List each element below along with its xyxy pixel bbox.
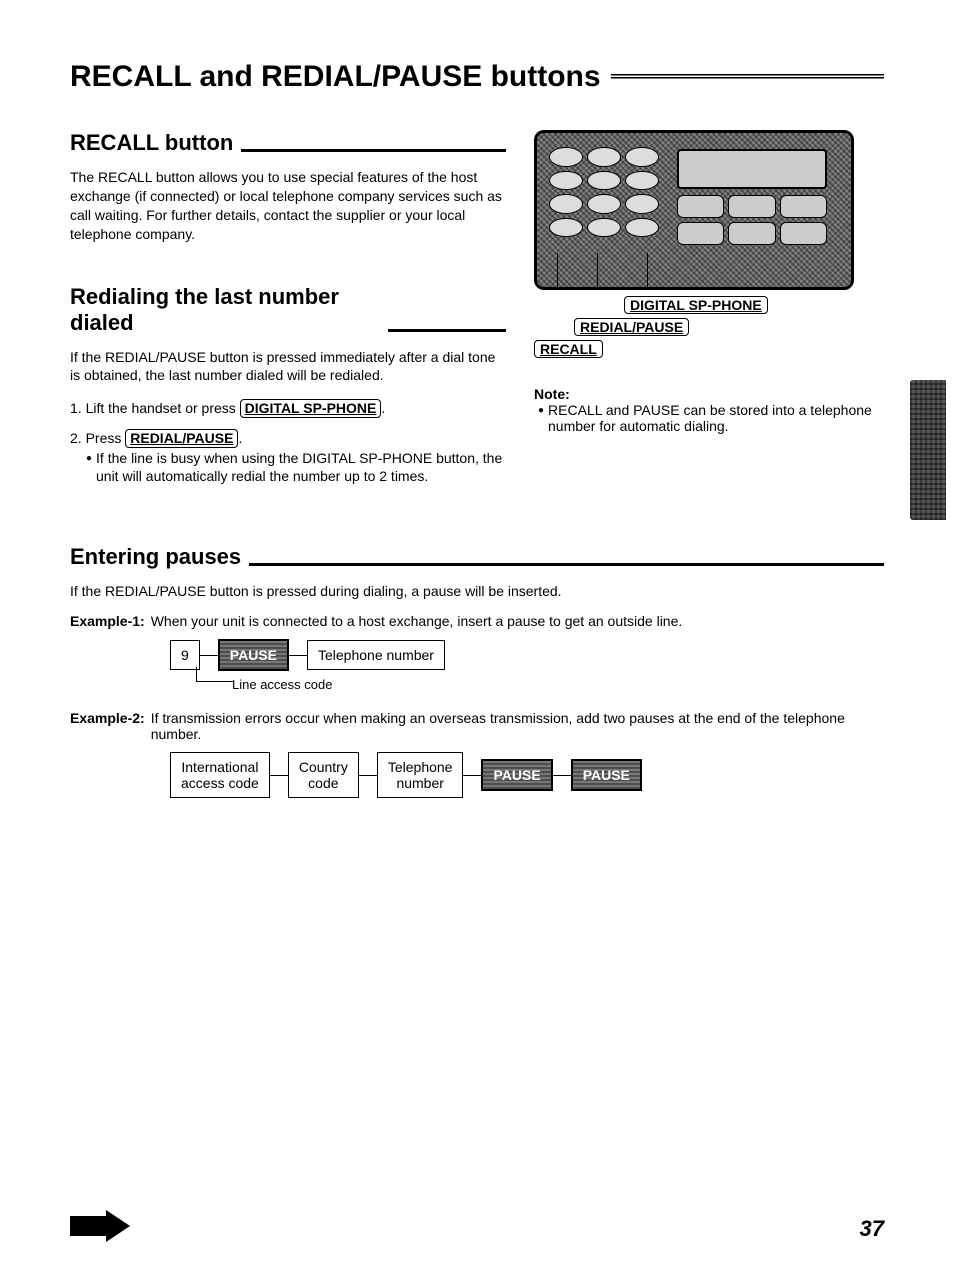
pauses-heading: Entering pauses (70, 544, 884, 570)
pauses-heading-text: Entering pauses (70, 544, 241, 570)
ex2-pause-box-1: PAUSE (481, 759, 552, 791)
example1-text: When your unit is connected to a host ex… (151, 613, 884, 629)
example2-text: If transmission errors occur when making… (151, 710, 884, 742)
note-title: Note: (534, 386, 884, 402)
connector-line (289, 655, 307, 657)
heading-rule (241, 149, 506, 152)
callout-label: DIGITAL SP-PHONE (624, 296, 768, 314)
connector-line (270, 775, 288, 777)
device-callouts: DIGITAL SP-PHONE REDIAL/PAUSE RECALL (534, 296, 884, 358)
pauses-intro: If the REDIAL/PAUSE button is pressed du… (70, 582, 884, 601)
ex2-box-country: Country code (288, 752, 359, 798)
leader-line (557, 253, 558, 290)
digital-sp-phone-button-label: DIGITAL SP-PHONE (240, 399, 382, 418)
note-text: RECALL and PAUSE can be stored into a te… (534, 402, 884, 434)
page-edge-tabs-icon (910, 380, 946, 520)
redial-heading: Redialing the last number dialed (70, 284, 506, 336)
note-block: Note: RECALL and PAUSE can be stored int… (534, 386, 884, 434)
callout-label: RECALL (534, 340, 603, 358)
ex2-box-intl: International access code (170, 752, 270, 798)
connector-line (463, 775, 481, 777)
example1-label: Example-1: (70, 613, 145, 629)
page-number: 37 (860, 1216, 884, 1242)
page-title-text: RECALL and REDIAL/PAUSE buttons (70, 60, 601, 94)
callout-digital-sp-phone: DIGITAL SP-PHONE (534, 296, 884, 314)
connector-line (359, 775, 377, 777)
step2-prefix: 2. Press (70, 430, 125, 446)
connector-line (200, 655, 218, 657)
two-column-layout: RECALL button The RECALL button allows y… (70, 130, 884, 496)
phone-device-illustration (534, 130, 854, 290)
callout-recall: RECALL (534, 340, 884, 358)
recall-heading: RECALL button (70, 130, 506, 156)
keypad-icon (549, 147, 659, 237)
recall-body: The RECALL button allows you to use spec… (70, 168, 506, 244)
example-2: Example-2: If transmission errors occur … (70, 710, 884, 742)
redial-heading-text: Redialing the last number dialed (70, 284, 380, 336)
redial-pause-button-label: REDIAL/PAUSE (125, 429, 238, 448)
step2-note: If the line is busy when using the DIGIT… (70, 449, 506, 487)
step2-suffix: . (238, 430, 242, 446)
title-rule (611, 74, 884, 80)
entering-pauses-section: Entering pauses If the REDIAL/PAUSE butt… (70, 544, 884, 798)
redial-step-2: 2. Press REDIAL/PAUSE. If the line is bu… (70, 429, 506, 486)
callout-label: REDIAL/PAUSE (574, 318, 689, 336)
left-column: RECALL button The RECALL button allows y… (70, 130, 506, 496)
recall-heading-text: RECALL button (70, 130, 233, 156)
redial-step-1: 1. Lift the handset or press DIGITAL SP-… (70, 399, 506, 419)
ex1-telephone-box: Telephone number (307, 640, 445, 670)
ex2-pause-box-2: PAUSE (571, 759, 642, 791)
heading-rule (388, 329, 506, 332)
lcd-screen-icon (677, 149, 827, 189)
example-1: Example-1: When your unit is connected t… (70, 613, 884, 629)
step1-prefix: 1. Lift the handset or press (70, 400, 240, 416)
redial-intro: If the REDIAL/PAUSE button is pressed im… (70, 348, 506, 386)
step1-suffix: . (381, 400, 385, 416)
example1-diagram: 9 PAUSE Telephone number Line access cod… (170, 639, 884, 692)
connector-line (553, 775, 571, 777)
right-column: DIGITAL SP-PHONE REDIAL/PAUSE RECALL Not… (534, 130, 884, 496)
heading-rule (249, 563, 884, 566)
function-buttons-icon (677, 195, 827, 245)
callout-redial-pause: REDIAL/PAUSE (534, 318, 884, 336)
ex1-box-9: 9 (170, 640, 200, 670)
leader-line (647, 253, 648, 290)
leader-line (597, 253, 598, 290)
example2-label: Example-2: (70, 710, 145, 742)
page-title: RECALL and REDIAL/PAUSE buttons (70, 60, 884, 94)
ex1-under-label: Line access code (232, 677, 884, 692)
ex2-box-telephone: Telephone number (377, 752, 464, 798)
redial-steps: 1. Lift the handset or press DIGITAL SP-… (70, 399, 506, 486)
example2-diagram: International access code Country code T… (170, 752, 884, 798)
continue-arrow-icon (70, 1210, 130, 1242)
